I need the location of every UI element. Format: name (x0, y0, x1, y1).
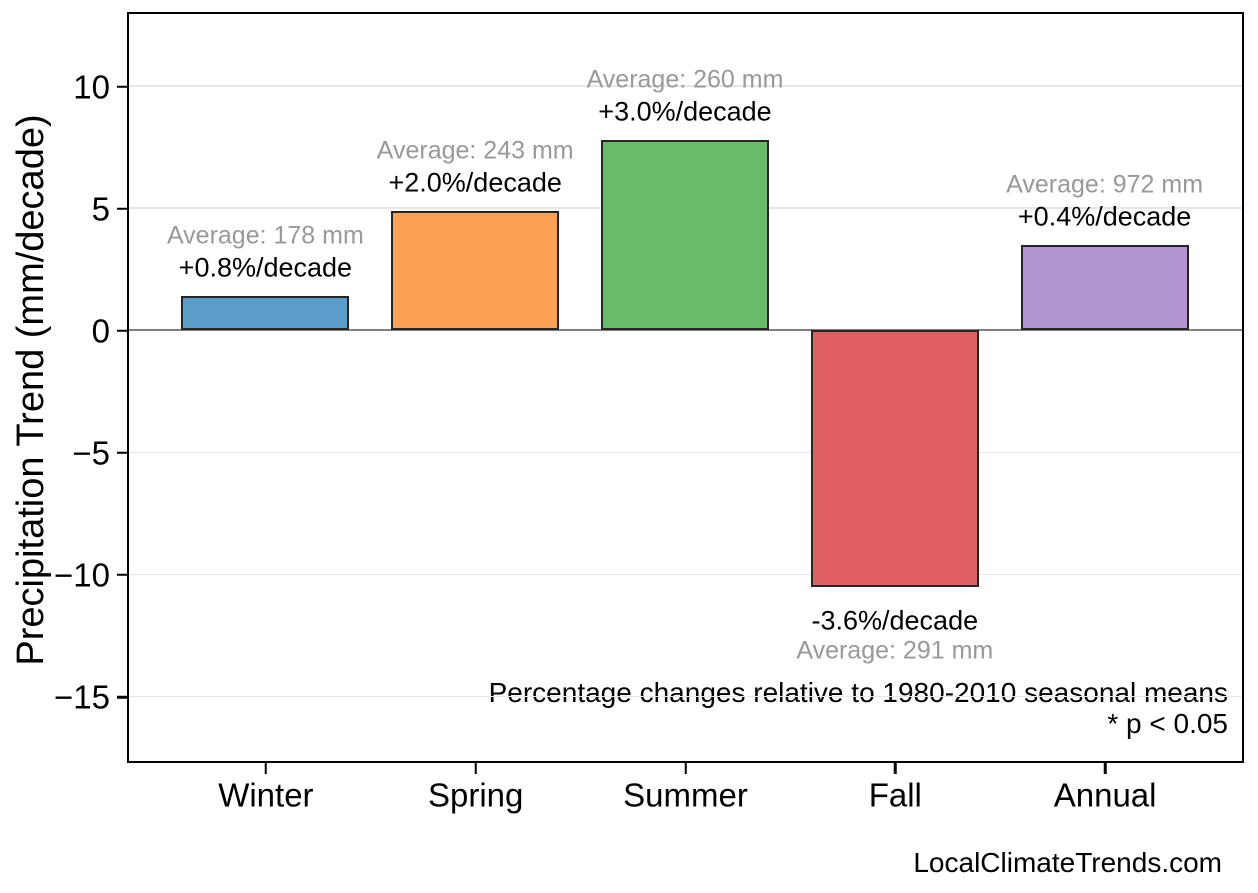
x-tick-label-summer: Summer (623, 776, 748, 814)
bar-percent-label-summer: +3.0%/decade (598, 96, 772, 127)
y-tick-10 (117, 85, 127, 88)
bar-average-label-spring: Average: 243 mm (376, 136, 574, 165)
y-tick-label--15: −15 (54, 678, 110, 716)
plot-area: Percentage changes relative to 1980-2010… (127, 12, 1244, 763)
bar-percent-label-spring: +2.0%/decade (388, 167, 562, 198)
bar-average-label-annual: Average: 972 mm (1006, 170, 1204, 199)
y-tick--5 (117, 451, 127, 455)
gridline-y--15 (129, 695, 1242, 698)
y-tick-label--5: −5 (72, 434, 110, 472)
annotation-note: Percentage changes relative to 1980-2010… (488, 677, 1228, 708)
watermark-text: LocalClimateTrends.com (913, 847, 1222, 878)
annotation-block: Percentage changes relative to 1980-2010… (489, 677, 1228, 739)
zero-line (129, 328, 1242, 332)
x-tick-annual (1103, 763, 1107, 774)
gridline-y--10 (129, 573, 1242, 576)
y-tick--15 (117, 695, 127, 699)
y-tick--10 (117, 573, 127, 577)
gridline-y-10 (129, 85, 1242, 87)
x-tick-label-annual: Annual (1053, 776, 1157, 814)
bar-percent-label-winter: +0.8%/decade (178, 252, 353, 283)
bar-percent-label-fall: -3.6%/decade (811, 605, 979, 636)
x-tick-fall (894, 763, 897, 774)
bar-spring (391, 210, 560, 331)
y-tick-label-10: 10 (73, 68, 110, 106)
bar-summer (601, 139, 769, 331)
bar-fall (810, 330, 979, 587)
x-tick-label-winter: Winter (218, 776, 314, 814)
bar-percent-label-annual: +0.4%/decade (1017, 201, 1192, 232)
bar-average-label-winter: Average: 178 mm (166, 221, 364, 250)
y-tick-0 (117, 329, 127, 332)
y-tick-label--10: −10 (54, 556, 110, 594)
annotation-significance-note: * p < 0.05 (1107, 708, 1228, 739)
x-tick-spring (474, 763, 477, 774)
y-tick-label-5: 5 (91, 190, 110, 228)
x-tick-label-spring: Spring (427, 776, 524, 814)
bar-winter (181, 296, 350, 331)
bar-average-label-fall: Average: 291 mm (796, 636, 994, 665)
gridline-y--5 (129, 451, 1242, 454)
bar-annual (1020, 244, 1189, 331)
x-tick-winter (264, 763, 268, 774)
x-tick-label-fall: Fall (868, 776, 922, 814)
y-tick-5 (117, 207, 127, 210)
x-tick-summer (684, 763, 687, 774)
y-tick-label-0: 0 (91, 312, 110, 350)
bar-average-label-summer: Average: 260 mm (586, 65, 784, 94)
